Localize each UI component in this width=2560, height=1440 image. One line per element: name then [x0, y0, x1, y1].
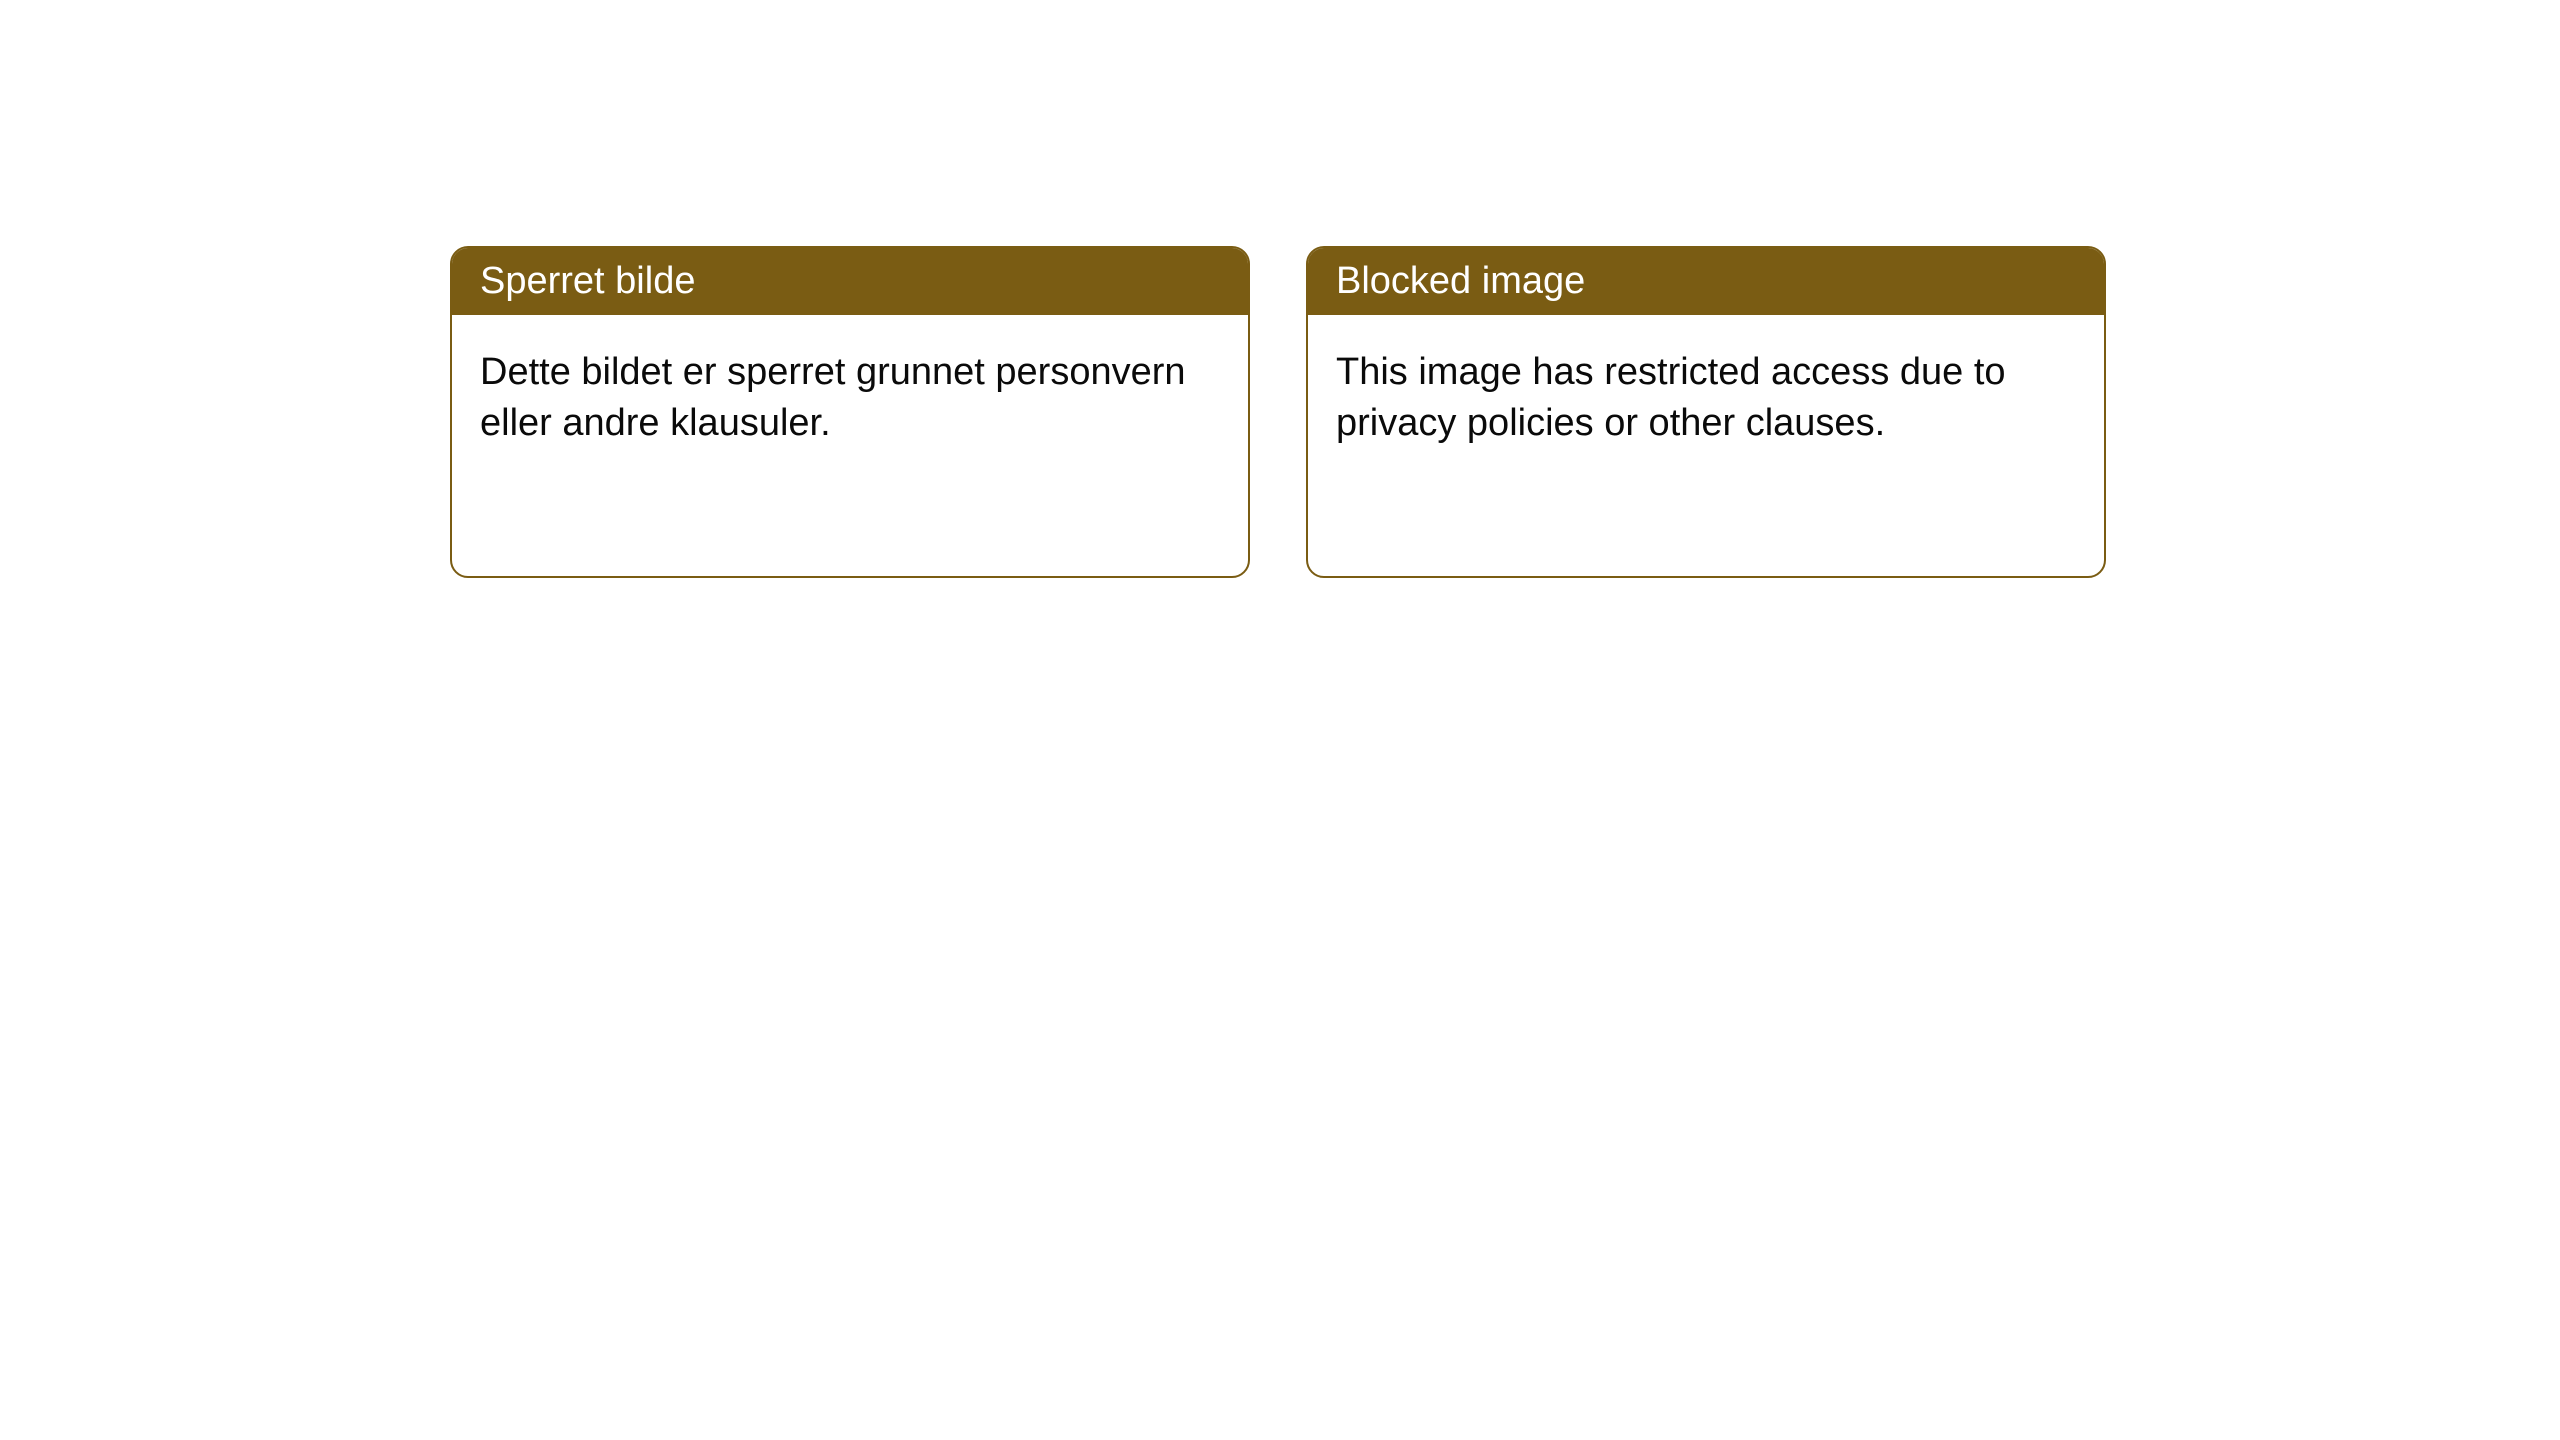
notice-text: Dette bildet er sperret grunnet personve…	[480, 351, 1186, 444]
notice-card-english: Blocked image This image has restricted …	[1306, 246, 2106, 578]
notice-text: This image has restricted access due to …	[1336, 351, 2006, 444]
notice-body: Dette bildet er sperret grunnet personve…	[452, 315, 1248, 482]
notice-header: Sperret bilde	[452, 248, 1248, 315]
notice-title: Blocked image	[1336, 260, 1585, 302]
notice-card-norwegian: Sperret bilde Dette bildet er sperret gr…	[450, 246, 1250, 578]
notice-cards-container: Sperret bilde Dette bildet er sperret gr…	[450, 246, 2106, 578]
notice-body: This image has restricted access due to …	[1308, 315, 2104, 482]
notice-title: Sperret bilde	[480, 260, 695, 302]
notice-header: Blocked image	[1308, 248, 2104, 315]
